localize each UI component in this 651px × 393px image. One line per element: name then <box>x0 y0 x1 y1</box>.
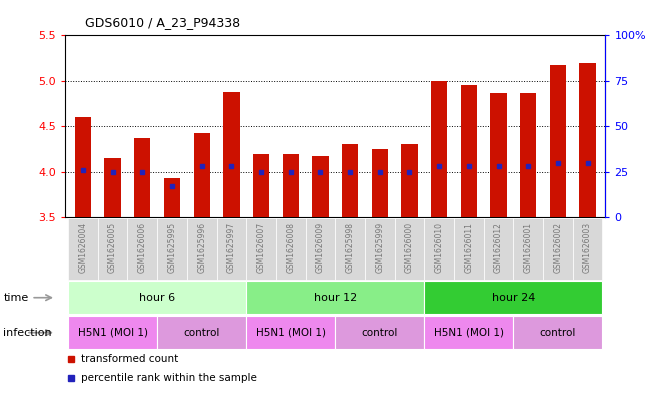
Bar <box>128 218 157 279</box>
Bar <box>424 281 602 314</box>
Text: GSM1626002: GSM1626002 <box>553 222 562 273</box>
Text: control: control <box>184 328 220 338</box>
Text: hour 6: hour 6 <box>139 293 175 303</box>
Bar <box>223 92 240 217</box>
Text: GSM1626001: GSM1626001 <box>524 222 533 273</box>
Bar <box>104 158 121 217</box>
Text: GSM1626005: GSM1626005 <box>108 222 117 274</box>
Bar <box>157 218 187 279</box>
Bar <box>335 218 365 279</box>
Text: GSM1626010: GSM1626010 <box>435 222 444 273</box>
Bar <box>424 316 514 349</box>
Text: GSM1625999: GSM1625999 <box>375 222 384 274</box>
Bar <box>246 281 424 314</box>
Bar <box>514 218 543 279</box>
Text: GSM1626008: GSM1626008 <box>286 222 296 273</box>
Text: GSM1625995: GSM1625995 <box>167 222 176 274</box>
Bar <box>253 154 270 217</box>
Bar <box>372 149 388 217</box>
Bar <box>134 138 150 217</box>
Text: infection: infection <box>3 328 52 338</box>
Text: GSM1626006: GSM1626006 <box>138 222 146 274</box>
Bar <box>157 316 246 349</box>
Bar <box>68 316 157 349</box>
Bar <box>335 316 424 349</box>
Bar <box>461 85 477 217</box>
Bar <box>401 145 418 217</box>
Text: H5N1 (MOI 1): H5N1 (MOI 1) <box>256 328 326 338</box>
Bar <box>484 218 514 279</box>
Text: GSM1626000: GSM1626000 <box>405 222 414 274</box>
Bar <box>579 62 596 217</box>
Bar <box>573 218 602 279</box>
Text: GSM1626004: GSM1626004 <box>78 222 87 274</box>
Text: H5N1 (MOI 1): H5N1 (MOI 1) <box>77 328 148 338</box>
Bar <box>75 117 91 217</box>
Text: hour 12: hour 12 <box>314 293 357 303</box>
Text: H5N1 (MOI 1): H5N1 (MOI 1) <box>434 328 504 338</box>
Bar <box>543 218 573 279</box>
Text: control: control <box>540 328 576 338</box>
Text: GSM1626003: GSM1626003 <box>583 222 592 274</box>
Text: time: time <box>3 293 29 303</box>
Bar <box>246 316 335 349</box>
Text: control: control <box>361 328 398 338</box>
Bar <box>490 93 506 217</box>
Bar <box>305 218 335 279</box>
Text: GSM1625996: GSM1625996 <box>197 222 206 274</box>
Text: GSM1626011: GSM1626011 <box>464 222 473 273</box>
Text: GSM1625997: GSM1625997 <box>227 222 236 274</box>
Bar <box>98 218 128 279</box>
Bar <box>246 218 276 279</box>
Bar <box>187 218 217 279</box>
Bar <box>549 65 566 217</box>
Bar <box>164 178 180 217</box>
Bar <box>312 156 329 217</box>
Text: percentile rank within the sample: percentile rank within the sample <box>81 373 257 383</box>
Bar <box>276 218 305 279</box>
Bar <box>424 218 454 279</box>
Bar <box>283 154 299 217</box>
Bar <box>520 93 536 217</box>
Bar <box>514 316 602 349</box>
Bar <box>365 218 395 279</box>
Bar <box>217 218 246 279</box>
Text: GSM1625998: GSM1625998 <box>346 222 355 273</box>
Bar <box>193 133 210 217</box>
Bar <box>395 218 424 279</box>
Bar <box>454 218 484 279</box>
Text: GSM1626009: GSM1626009 <box>316 222 325 274</box>
Text: GSM1626007: GSM1626007 <box>256 222 266 274</box>
Text: hour 24: hour 24 <box>492 293 535 303</box>
Bar <box>431 81 447 217</box>
Text: transformed count: transformed count <box>81 354 178 364</box>
Text: GDS6010 / A_23_P94338: GDS6010 / A_23_P94338 <box>85 16 240 29</box>
Bar <box>68 218 98 279</box>
Text: GSM1626012: GSM1626012 <box>494 222 503 273</box>
Bar <box>68 281 246 314</box>
Bar <box>342 145 358 217</box>
